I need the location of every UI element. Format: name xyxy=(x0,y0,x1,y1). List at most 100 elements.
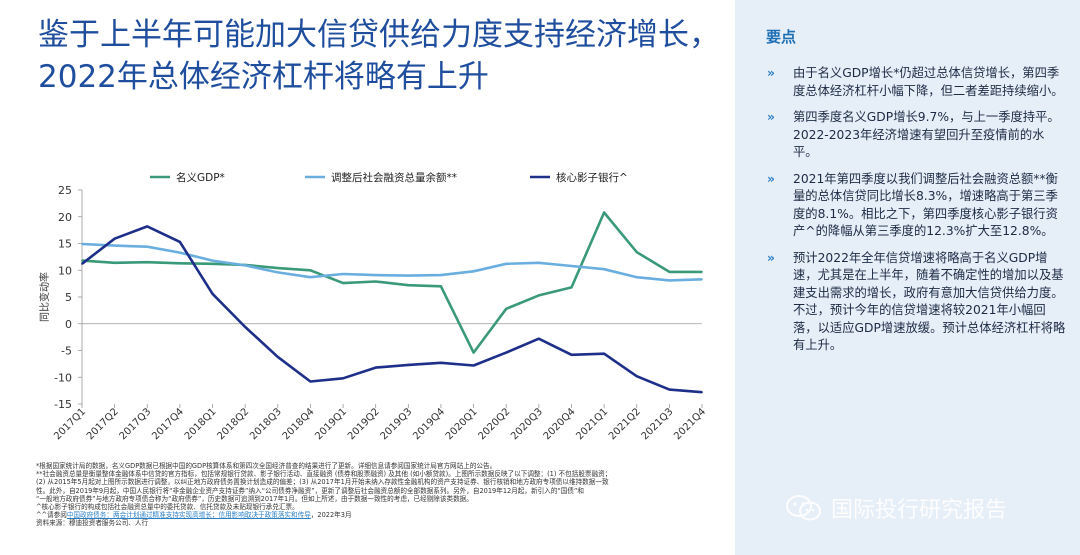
x-tick-label: 2020Q1 xyxy=(444,406,480,442)
data-point xyxy=(440,274,442,276)
data-point xyxy=(211,262,214,265)
x-tick-label: 2018Q2 xyxy=(215,406,251,442)
footnote-1: *根据国家统计局的数据，名义GDP数据已根据中国的GDP核算体系和第四次全国经济… xyxy=(36,462,497,470)
data-point xyxy=(603,268,606,271)
data-point xyxy=(113,244,116,247)
key-point-item: » 预计2022年全年信贷增速将略高于名义GDP增速，尤其是在上半年，随着不确定性… xyxy=(767,250,1067,355)
data-point xyxy=(244,326,247,328)
data-point xyxy=(309,276,312,279)
source-note: 资料来源：穆迪投资者服务公司、人行 xyxy=(36,519,149,528)
x-tick-label: 2018Q4 xyxy=(281,406,317,442)
wechat-icon xyxy=(786,495,821,521)
data-point xyxy=(701,278,703,281)
data-point xyxy=(244,264,247,267)
data-point xyxy=(407,274,410,277)
data-point xyxy=(668,388,671,391)
data-point xyxy=(309,380,312,383)
watermark-text: 国际投行研究报告 xyxy=(831,498,1008,523)
chart-series xyxy=(81,211,703,394)
data-point xyxy=(505,262,508,265)
data-point xyxy=(505,307,508,310)
footnote-ref-prefix: ^^请参阅 xyxy=(36,511,67,520)
y-tick-label: 15 xyxy=(58,238,72,251)
data-point xyxy=(603,211,606,214)
key-points-heading: 要点 xyxy=(766,28,797,46)
watermark: 国际投行研究报告 xyxy=(785,492,1007,524)
data-point xyxy=(472,351,475,354)
data-point xyxy=(668,279,671,282)
data-point xyxy=(146,261,149,264)
bullet-icon: » xyxy=(767,171,775,186)
data-point xyxy=(211,292,214,295)
y-tick-label: -5 xyxy=(61,345,72,358)
left-panel: 鉴于上半年可能加大信贷供给力度支持经济增长，2022年总体经济杠杆将略有上升 名… xyxy=(36,17,736,528)
data-point xyxy=(537,294,540,297)
data-point xyxy=(146,245,149,248)
data-point xyxy=(342,273,344,275)
data-point xyxy=(472,364,475,367)
y-tick-label: 10 xyxy=(58,264,72,277)
key-point-text: 由于名义GDP增长*仍超过总体信贷增长，第四季度总体经济杠杆小幅下降，但二者差距… xyxy=(793,66,1064,98)
data-point xyxy=(635,276,638,279)
key-points-list: » 由于名义GDP增长*仍超过总体信贷增长，第四季度总体经济杠杆小幅下降，但二者差… xyxy=(767,65,1067,364)
data-point xyxy=(440,361,442,364)
data-point xyxy=(603,352,606,355)
x-tick-label: 2017Q4 xyxy=(150,406,186,442)
footnote-2: **社会融资总量是衡量整体金融体系中信贷的官方指标，包括常规银行贷款、影子银行活… xyxy=(36,470,612,479)
x-tick-label: 2021Q4 xyxy=(672,406,708,442)
chart-axes: -15 -10 -5 0 5 10 15 20 25 2017Q12017Q22017Q32017… xyxy=(52,184,708,442)
x-tick-label: 2017Q3 xyxy=(118,406,154,442)
data-point xyxy=(537,261,540,264)
x-tick-label: 2021Q1 xyxy=(574,406,610,442)
y-tick-label: -10 xyxy=(54,371,72,384)
data-point xyxy=(407,284,410,287)
footnote-5: “一般地方政府债券”与地方政府专项债合称为“政府债券”，历史数据可追溯到2017… xyxy=(36,494,473,503)
bullet-icon: » xyxy=(767,110,775,124)
y-axis-label: 同比变动率 xyxy=(38,272,51,322)
x-tick-label: 2019Q4 xyxy=(411,406,447,442)
data-point xyxy=(81,243,83,245)
data-point xyxy=(276,267,279,270)
data-point xyxy=(81,259,83,262)
footnote-ref: ^^请参阅中国政府债务：两会计划通过精准支持实现高增长；信用影响取决于政策落实和… xyxy=(36,511,736,519)
chart-legend: 名义GDP* 调整后社会融资总量余额** 核心影子银行^ xyxy=(150,171,628,184)
data-point xyxy=(113,237,116,240)
x-tick-label: 2020Q4 xyxy=(542,406,578,442)
data-point xyxy=(309,269,312,272)
x-tick-label: 2019Q2 xyxy=(346,406,382,442)
data-point xyxy=(178,251,181,254)
bullet-icon: » xyxy=(767,66,775,80)
series-line xyxy=(81,225,703,394)
data-point xyxy=(505,351,508,354)
legend-label: 核心影子银行^ xyxy=(556,171,628,184)
bullet-icon: » xyxy=(767,250,775,265)
footnote-4: 性。此外，自2019年9月起，中国人民银行将“非金融企业资产支持证券”纳入“公司… xyxy=(36,486,584,495)
data-point xyxy=(570,286,573,289)
data-point xyxy=(668,270,671,273)
key-point-item: » 第四季度名义GDP增长9.7%，与上一季度持平。2022-2023年经济增速有… xyxy=(767,109,1067,162)
footnotes: *根据国家统计局的数据，名义GDP数据已根据中国的GDP核算体系和第四次全国经济… xyxy=(36,462,736,528)
footnote-3: (2) 从2015年5月起对上图所示数据进行调整，以纠正地方政府债务置换计划造成… xyxy=(36,478,609,487)
data-point xyxy=(276,271,279,274)
x-tick-label: 2017Q2 xyxy=(85,406,121,442)
key-point-item: » 2021年第四季度以我们调整后社会融资总额**衡量的总体信贷同比增长8.3%，… xyxy=(767,171,1067,241)
data-point xyxy=(701,270,703,273)
data-point xyxy=(178,240,181,243)
data-point xyxy=(635,375,638,378)
data-point xyxy=(374,280,377,283)
key-point-text: 2021年第四季度以我们调整后社会融资总额**衡量的总体信贷同比增长8.3%，增… xyxy=(793,171,1058,239)
x-tick-label: 2019Q3 xyxy=(379,406,415,442)
x-tick-label: 2017Q1 xyxy=(52,406,88,442)
x-tick-label: 2021Q2 xyxy=(607,406,643,442)
reference-link[interactable]: 中国政府债务：两会计划通过精准支持实现高增长；信用影响取决于政策落实和传导 xyxy=(66,511,311,520)
data-point xyxy=(81,262,83,265)
x-tick-label: 2018Q1 xyxy=(183,406,219,442)
data-point xyxy=(537,337,540,340)
data-point xyxy=(701,391,703,394)
x-tick-label: 2019Q1 xyxy=(313,406,349,442)
data-point xyxy=(276,356,279,358)
y-tick-label: 5 xyxy=(65,291,72,304)
x-tick-label: 2020Q3 xyxy=(509,406,545,442)
data-point xyxy=(374,274,377,276)
y-tick-label: 0 xyxy=(65,318,72,331)
